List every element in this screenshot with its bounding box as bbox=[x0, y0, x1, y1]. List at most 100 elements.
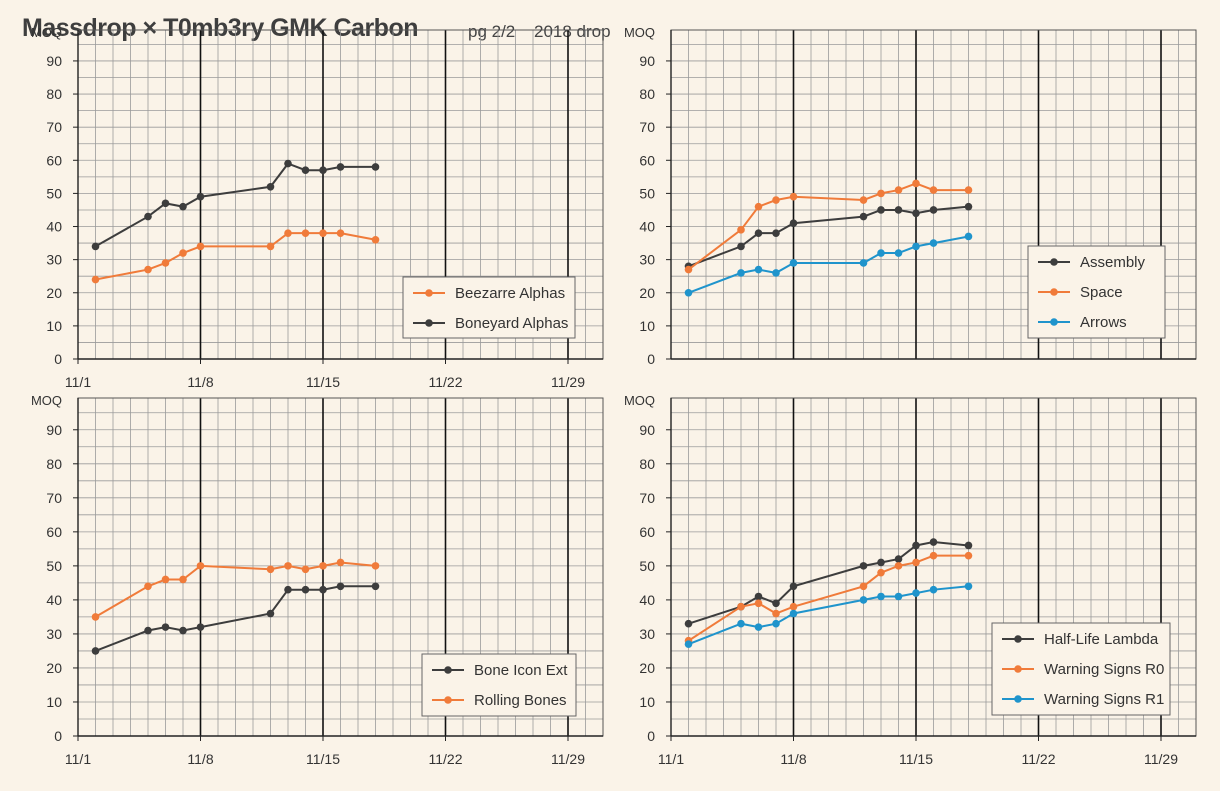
y-tick-label: 80 bbox=[639, 456, 655, 472]
data-point bbox=[772, 269, 780, 277]
legend-swatch-marker bbox=[1050, 318, 1058, 326]
legend-swatch-marker bbox=[425, 319, 433, 327]
x-tick-label: 11/15 bbox=[306, 374, 340, 390]
data-point bbox=[772, 619, 780, 628]
data-point bbox=[929, 186, 938, 194]
data-point bbox=[877, 206, 885, 214]
y-axis-label: MOQ bbox=[31, 393, 62, 408]
y-tick-label: 20 bbox=[639, 285, 655, 301]
data-point bbox=[284, 159, 292, 168]
y-tick-label: 80 bbox=[639, 86, 655, 102]
data-point bbox=[161, 575, 170, 584]
data-point bbox=[859, 562, 868, 570]
x-tick-label: 11/29 bbox=[1144, 751, 1178, 767]
data-point bbox=[964, 186, 973, 194]
data-point bbox=[371, 235, 380, 244]
legend-swatch-marker bbox=[1050, 288, 1058, 296]
data-point bbox=[684, 288, 693, 297]
data-point bbox=[284, 562, 292, 570]
data-point bbox=[754, 265, 763, 274]
x-tick-label: 11/22 bbox=[429, 374, 463, 390]
x-tick-label: 11/1 bbox=[65, 751, 91, 767]
data-point bbox=[754, 229, 763, 237]
data-point bbox=[301, 585, 310, 594]
data-point bbox=[789, 192, 798, 201]
data-point bbox=[179, 249, 187, 257]
y-tick-label: 50 bbox=[639, 185, 655, 201]
data-point bbox=[196, 562, 205, 570]
legend-swatch-marker bbox=[444, 696, 452, 704]
y-tick-label: 0 bbox=[54, 728, 62, 744]
legend-entry-label: Arrows bbox=[1080, 314, 1127, 331]
data-point bbox=[912, 209, 920, 218]
series-boneyard-alphas bbox=[91, 159, 380, 251]
data-point bbox=[144, 265, 152, 274]
data-point bbox=[371, 582, 380, 591]
data-point bbox=[912, 541, 920, 550]
data-point bbox=[929, 206, 938, 214]
data-point bbox=[912, 558, 920, 567]
y-tick-label: 60 bbox=[46, 524, 62, 540]
data-point bbox=[789, 582, 798, 591]
data-point bbox=[894, 562, 903, 570]
year-label: 2018 drop bbox=[534, 22, 611, 41]
legend-swatch-marker bbox=[1014, 695, 1022, 703]
legend-box bbox=[421, 653, 577, 717]
data-point bbox=[319, 562, 327, 570]
data-point bbox=[371, 163, 380, 171]
data-point bbox=[284, 585, 292, 594]
data-point bbox=[772, 196, 780, 204]
data-point bbox=[737, 619, 745, 628]
data-point bbox=[144, 626, 152, 635]
data-point bbox=[737, 226, 745, 234]
y-tick-label: 10 bbox=[639, 318, 655, 334]
data-point bbox=[859, 196, 868, 204]
data-point bbox=[144, 212, 152, 221]
data-point bbox=[877, 249, 885, 257]
data-point bbox=[737, 602, 745, 611]
data-point bbox=[929, 239, 938, 247]
data-point bbox=[336, 558, 345, 567]
y-tick-label: 40 bbox=[639, 592, 655, 608]
y-tick-label: 40 bbox=[639, 219, 655, 235]
data-point bbox=[319, 166, 327, 175]
data-point bbox=[684, 619, 693, 628]
data-point bbox=[912, 242, 920, 251]
y-tick-label: 80 bbox=[46, 456, 62, 472]
data-point bbox=[929, 551, 938, 560]
y-tick-label: 50 bbox=[46, 185, 62, 201]
data-point bbox=[877, 568, 885, 577]
legend-swatch-marker bbox=[1014, 665, 1022, 673]
data-point bbox=[894, 592, 903, 601]
x-tick-label: 11/29 bbox=[551, 751, 585, 767]
series-warning-signs-r1 bbox=[684, 582, 973, 648]
x-tick-label: 11/8 bbox=[187, 374, 213, 390]
data-point bbox=[179, 626, 187, 635]
data-point bbox=[894, 249, 903, 257]
y-tick-label: 30 bbox=[46, 626, 62, 642]
data-point bbox=[772, 609, 780, 618]
y-tick-label: 30 bbox=[639, 626, 655, 642]
y-tick-label: 20 bbox=[46, 285, 62, 301]
legend-swatch-marker bbox=[1050, 258, 1058, 266]
data-point bbox=[772, 599, 780, 608]
x-tick-label: 11/8 bbox=[780, 751, 806, 767]
data-point bbox=[91, 647, 100, 655]
data-point bbox=[929, 538, 938, 546]
x-tick-label: 11/22 bbox=[429, 751, 463, 767]
y-tick-label: 0 bbox=[647, 351, 655, 367]
y-tick-label: 90 bbox=[639, 422, 655, 438]
legend-swatch-marker bbox=[1014, 635, 1022, 643]
data-point bbox=[737, 242, 745, 251]
data-point bbox=[789, 259, 798, 267]
chart-panel-4: 0 10 20 30 40 50 60 70 80 90 MOQ 11/1 11/8 11/15 11/22… bbox=[624, 393, 1197, 767]
legend-entry-label: Space bbox=[1080, 284, 1123, 301]
data-point bbox=[144, 582, 152, 591]
data-point bbox=[266, 609, 275, 618]
y-tick-label: 20 bbox=[639, 660, 655, 676]
data-point bbox=[737, 269, 745, 277]
data-point bbox=[301, 565, 310, 574]
data-point bbox=[266, 565, 275, 574]
data-point bbox=[371, 562, 380, 570]
